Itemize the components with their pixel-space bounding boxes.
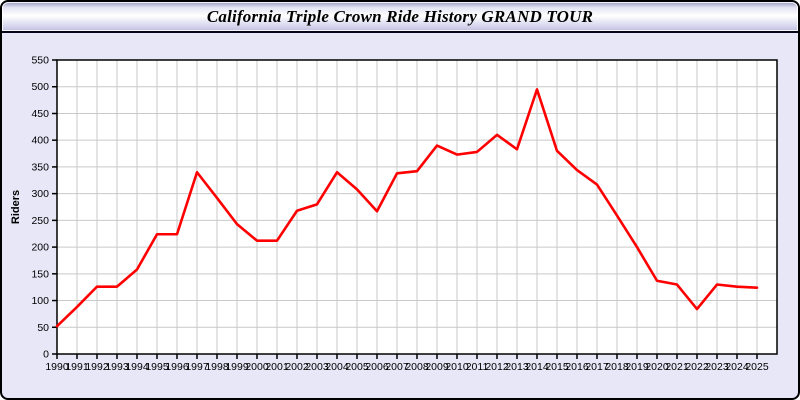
y-axis: 0 50 100 150 200 250 300 350 400 450 500 550 [31, 55, 57, 361]
x-tick-label: 2013 [505, 361, 529, 373]
gridlines [57, 60, 777, 354]
x-tick-label: 2002 [285, 361, 309, 373]
x-tick-label: 2015 [545, 361, 569, 373]
x-tick-label: 2011 [466, 361, 489, 373]
title-bar: California Triple Crown Ride History GRA… [2, 2, 798, 33]
x-tick-label: 1990 [45, 361, 69, 373]
y-tick-label: 450 [31, 108, 49, 120]
x-tick-label: 2005 [345, 361, 369, 373]
x-tick-label: 2019 [625, 361, 649, 373]
x-tick-label: 2017 [585, 361, 609, 373]
x-tick-label: 1993 [105, 361, 129, 373]
x-tick-label: 2022 [685, 361, 709, 373]
x-tick-label: 2008 [405, 361, 429, 373]
x-tick-label: 1994 [125, 361, 149, 373]
x-tick-label: 2021 [665, 361, 689, 373]
x-tick-label: 2004 [325, 361, 349, 373]
y-axis-title: Riders [10, 190, 22, 224]
x-tick-label: 2023 [705, 361, 729, 373]
x-tick-label: 2016 [565, 361, 589, 373]
y-tick-label: 50 [37, 322, 49, 334]
x-tick-label: 2025 [745, 361, 769, 373]
x-tick-label: 2024 [725, 361, 749, 373]
chart-panel: 0 50 100 150 200 250 300 350 400 450 500 550 1990 199… [2, 35, 798, 398]
y-tick-label: 150 [31, 268, 49, 280]
x-tick-label: 2007 [385, 361, 409, 373]
y-tick-label: 250 [31, 215, 49, 227]
x-tick-label: 1991 [65, 361, 89, 373]
ride-history-line-chart: 0501001502002503003504004505005501990199… [10, 55, 778, 373]
y-tick-label: 400 [31, 135, 49, 147]
x-tick-label: 2003 [305, 361, 329, 373]
x-tick-label: 2020 [645, 361, 669, 373]
x-tick-label: 1992 [85, 361, 109, 373]
y-tick-label: 200 [31, 242, 49, 254]
x-tick-label: 2012 [485, 361, 509, 373]
x-tick-label: 2010 [445, 361, 469, 373]
x-tick-label: 2006 [365, 361, 389, 373]
x-tick-label: 1995 [145, 361, 169, 373]
x-tick-label: 1999 [225, 361, 249, 373]
x-axis: 1990199119921993199419951996199719981999… [45, 354, 769, 373]
y-tick-label: 300 [31, 188, 49, 200]
x-tick-label: 1997 [185, 361, 209, 373]
y-tick-label: 350 [31, 161, 49, 173]
x-tick-label: 2014 [525, 361, 549, 373]
data-line [55, 88, 759, 328]
x-tick-label: 2009 [425, 361, 449, 373]
y-tick-label: 550 [31, 55, 49, 67]
x-tick-label: 2001 [265, 361, 289, 373]
y-tick-label: 500 [31, 81, 49, 93]
y-tick-label: 100 [31, 295, 49, 307]
x-tick-label: 1998 [205, 361, 229, 373]
x-tick-label: 2018 [605, 361, 629, 373]
y-tick-label: 0 [43, 349, 49, 361]
x-tick-label: 1996 [165, 361, 189, 373]
x-tick-label: 2000 [245, 361, 269, 373]
page-title: California Triple Crown Ride History GRA… [206, 6, 594, 26]
